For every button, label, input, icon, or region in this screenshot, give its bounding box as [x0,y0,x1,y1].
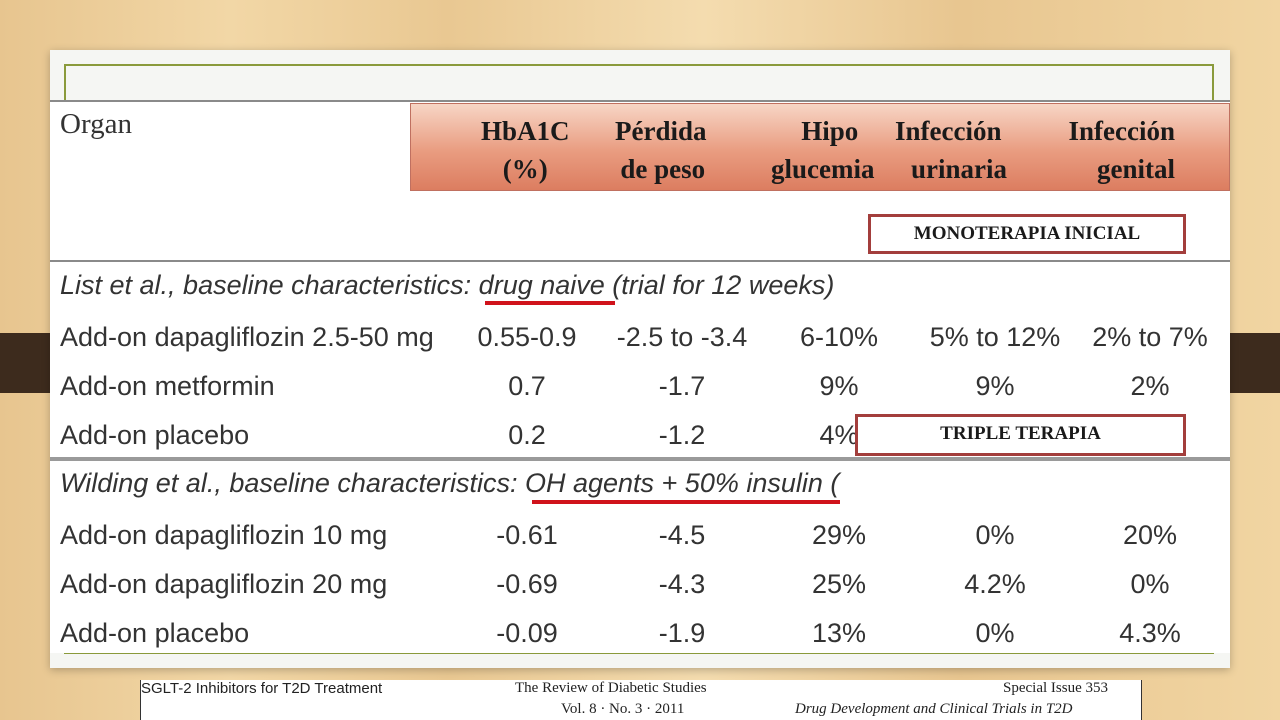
cell-hypo: 13% [811,618,867,648]
cell-weight: -4.5 [658,520,706,550]
table-row: Add-on dapagliflozin 2.5-50 mg 0.55-0.9 … [50,322,1230,368]
cell-hba1c: -0.69 [496,569,558,599]
cell-weight: -1.7 [658,371,706,401]
cell-genital: 2% to 7% [1092,322,1208,352]
row-label: Add-on placebo [60,420,250,450]
footer-special-issue: Special Issue 353 [1003,680,1108,696]
cell-hypo: 4% [819,420,859,450]
cell-hba1c: -0.09 [496,618,558,648]
tag-triple-terapia: TRIPLE TERAPIA [855,414,1186,456]
cell-urinary: 4.2% [964,569,1026,599]
cell-weight: -1.9 [658,618,706,648]
row-label: Add-on dapagliflozin 20 mg [60,569,388,599]
footer-subtitle: Drug Development and Clinical Trials in … [795,701,1073,717]
row-label: Add-on dapagliflozin 10 mg [60,520,388,550]
header-urinary-infection: Infección urinaria [895,116,1008,184]
table-row: Add-on placebo -0.09 -1.9 13% 0% 4.3% [50,618,1230,664]
slide: Organ HbA1C (%) Pérdida de peso Hipo glucem… [50,50,1230,668]
header-weight-loss: Pérdida de peso [615,116,707,184]
cell-weight: -2.5 to -3.4 [616,322,748,352]
row-label: Add-on placebo [60,618,250,648]
tag-monoterapia-inicial: MONOTERAPIA INICIAL [868,214,1186,254]
top-rule [50,100,1230,102]
cell-weight: -1.2 [658,420,706,450]
table-row: Add-on dapagliflozin 10 mg -0.61 -4.5 29… [50,520,1230,566]
cell-urinary: 0% [975,520,1015,550]
cell-hba1c: 0.55-0.9 [477,322,577,352]
cell-hypo: 29% [811,520,867,550]
cell-genital: 2% [1130,371,1170,401]
cell-genital: 0% [1130,569,1170,599]
cell-urinary: 9% [975,371,1015,401]
cell-hba1c: -0.61 [496,520,558,550]
cell-hba1c: 0.2 [508,420,546,450]
header-rule [50,260,1230,262]
table-row: Add-on dapagliflozin 20 mg -0.69 -4.3 25… [50,569,1230,615]
cell-urinary: 5% to 12% [929,322,1061,352]
section-title-wilding: Wilding et al., baseline characteristics… [60,468,840,498]
journal-footer: SGLT-2 Inhibitors for T2D Treatment The … [140,680,1142,720]
cell-hypo: 25% [811,569,867,599]
cell-hypo: 9% [819,371,859,401]
cell-genital: 20% [1122,520,1178,550]
footer-journal-title: The Review of Diabetic Studies [515,680,707,696]
table-row: Add-on metformin 0.7 -1.7 9% 9% 2% [50,371,1230,417]
section-divider [50,457,1230,461]
study-table: Organ HbA1C (%) Pérdida de peso Hipo glucem… [50,100,1230,653]
row-label: Add-on metformin [60,371,275,401]
footer-left: SGLT-2 Inhibitors for T2D Treatment [141,680,383,697]
cell-hba1c: 0.7 [508,371,546,401]
cell-weight: -4.3 [658,569,706,599]
section-title-list: List et al., baseline characteristics: d… [60,270,835,300]
footer-volume: Vol. 8 · No. 3 · 2011 [561,701,685,717]
header-genital-infection: Infección genital [1068,116,1175,184]
header-hypoglycemia: Hipo glucemia [771,116,875,184]
underline-drug-naive [485,301,615,305]
organ-header: Organ [60,108,132,140]
cell-genital: 4.3% [1119,618,1181,648]
cell-hypo: 6-10% [799,322,879,352]
underline-oh-agents [532,500,840,504]
header-banner: HbA1C (%) Pérdida de peso Hipo glucemia Inf… [410,103,1230,191]
cell-urinary: 0% [975,618,1015,648]
row-label: Add-on dapagliflozin 2.5-50 mg [60,322,434,352]
header-hba1c: HbA1C (%) [481,116,570,184]
